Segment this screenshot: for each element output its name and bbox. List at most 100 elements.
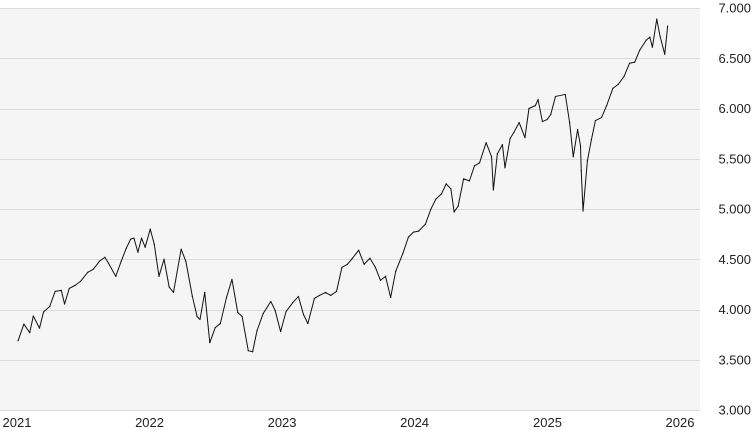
data-point [325,291,327,294]
data-point [649,36,651,38]
data-point [402,252,404,254]
data-point [478,162,481,164]
data-point [87,271,89,273]
data-point [537,98,539,101]
data-point [54,290,56,293]
data-point [501,144,504,146]
data-point [473,165,476,167]
data-point [513,132,515,134]
data-point [219,322,221,325]
data-point [586,160,589,162]
data-point [496,153,498,155]
data-point [509,138,511,140]
data-point [92,268,94,270]
data-point [435,198,437,200]
data-point [104,256,106,258]
data-point [564,93,566,96]
data-point [582,210,584,212]
data-point [577,129,579,131]
data-point [252,351,254,353]
data-point [546,118,548,121]
data-point [133,237,135,239]
data-point [247,350,249,352]
x-tick-label: 2023 [268,415,297,430]
data-point [199,318,201,321]
data-point [115,275,117,277]
data-point [645,39,647,41]
y-tick-label: 3.500 [718,352,751,367]
data-point [634,61,636,63]
data-point [572,156,574,158]
data-point [580,170,582,172]
data-point [140,237,143,239]
data-point [424,223,427,225]
data-point [180,248,182,250]
series-layer [17,18,669,353]
data-point [256,330,258,332]
data-point [628,62,631,64]
data-point [463,178,465,180]
data-point [149,228,151,230]
data-point [430,208,432,210]
data-point [231,278,233,280]
data-point [49,305,51,308]
data-point [270,300,272,303]
data-point [639,49,641,51]
data-point [541,120,543,123]
data-point [341,266,343,268]
data-point [417,230,420,232]
y-tick-label: 4.500 [718,252,751,267]
data-point [550,113,552,116]
data-point [297,295,299,298]
y-tick-label: 4.000 [718,302,751,317]
data-point [42,311,45,313]
data-point [330,294,332,297]
y-tick-label: 7.000 [718,1,751,16]
data-point [664,53,666,55]
data-point [379,279,382,281]
data-point [196,315,198,318]
data-point [292,301,294,304]
data-point [485,142,487,144]
data-point [23,323,25,325]
data-point [617,83,619,85]
data-point [29,332,31,334]
data-point [302,313,305,316]
data-point [445,183,447,185]
data-point [623,75,625,77]
data-point [225,296,228,299]
data-point [606,104,608,107]
data-point [504,167,506,169]
data-point [168,286,170,288]
data-point [153,243,155,245]
data-point [163,258,165,260]
y-axis-ticks: 3.000 3.500 4.000 4.500 5.000 5.500 6.000 6.500… [718,1,751,418]
data-point [204,291,206,294]
y-tick-label: 6.000 [718,101,751,116]
x-axis-ticks: 2021 2022 2023 2024 2025 2026 [3,415,695,430]
data-point [582,202,584,204]
data-point [412,231,415,233]
y-tick-label: 5.500 [718,151,751,166]
data-point [137,251,139,253]
data-point [79,280,82,282]
data-point [307,322,309,325]
data-point [407,236,410,238]
data-point [130,238,132,240]
y-tick-label: 3.000 [718,403,751,418]
data-point [63,303,66,305]
y-tick-label: 6.500 [718,51,751,66]
data-point [274,309,276,312]
data-point [594,119,597,122]
data-point [125,247,127,249]
data-point [569,121,571,124]
data-point [518,121,520,124]
data-point [318,294,321,297]
data-point [390,296,392,299]
data-point [651,46,654,48]
data-point [492,189,494,191]
data-point [285,310,287,313]
data-point [38,327,41,329]
data-point [534,104,537,107]
